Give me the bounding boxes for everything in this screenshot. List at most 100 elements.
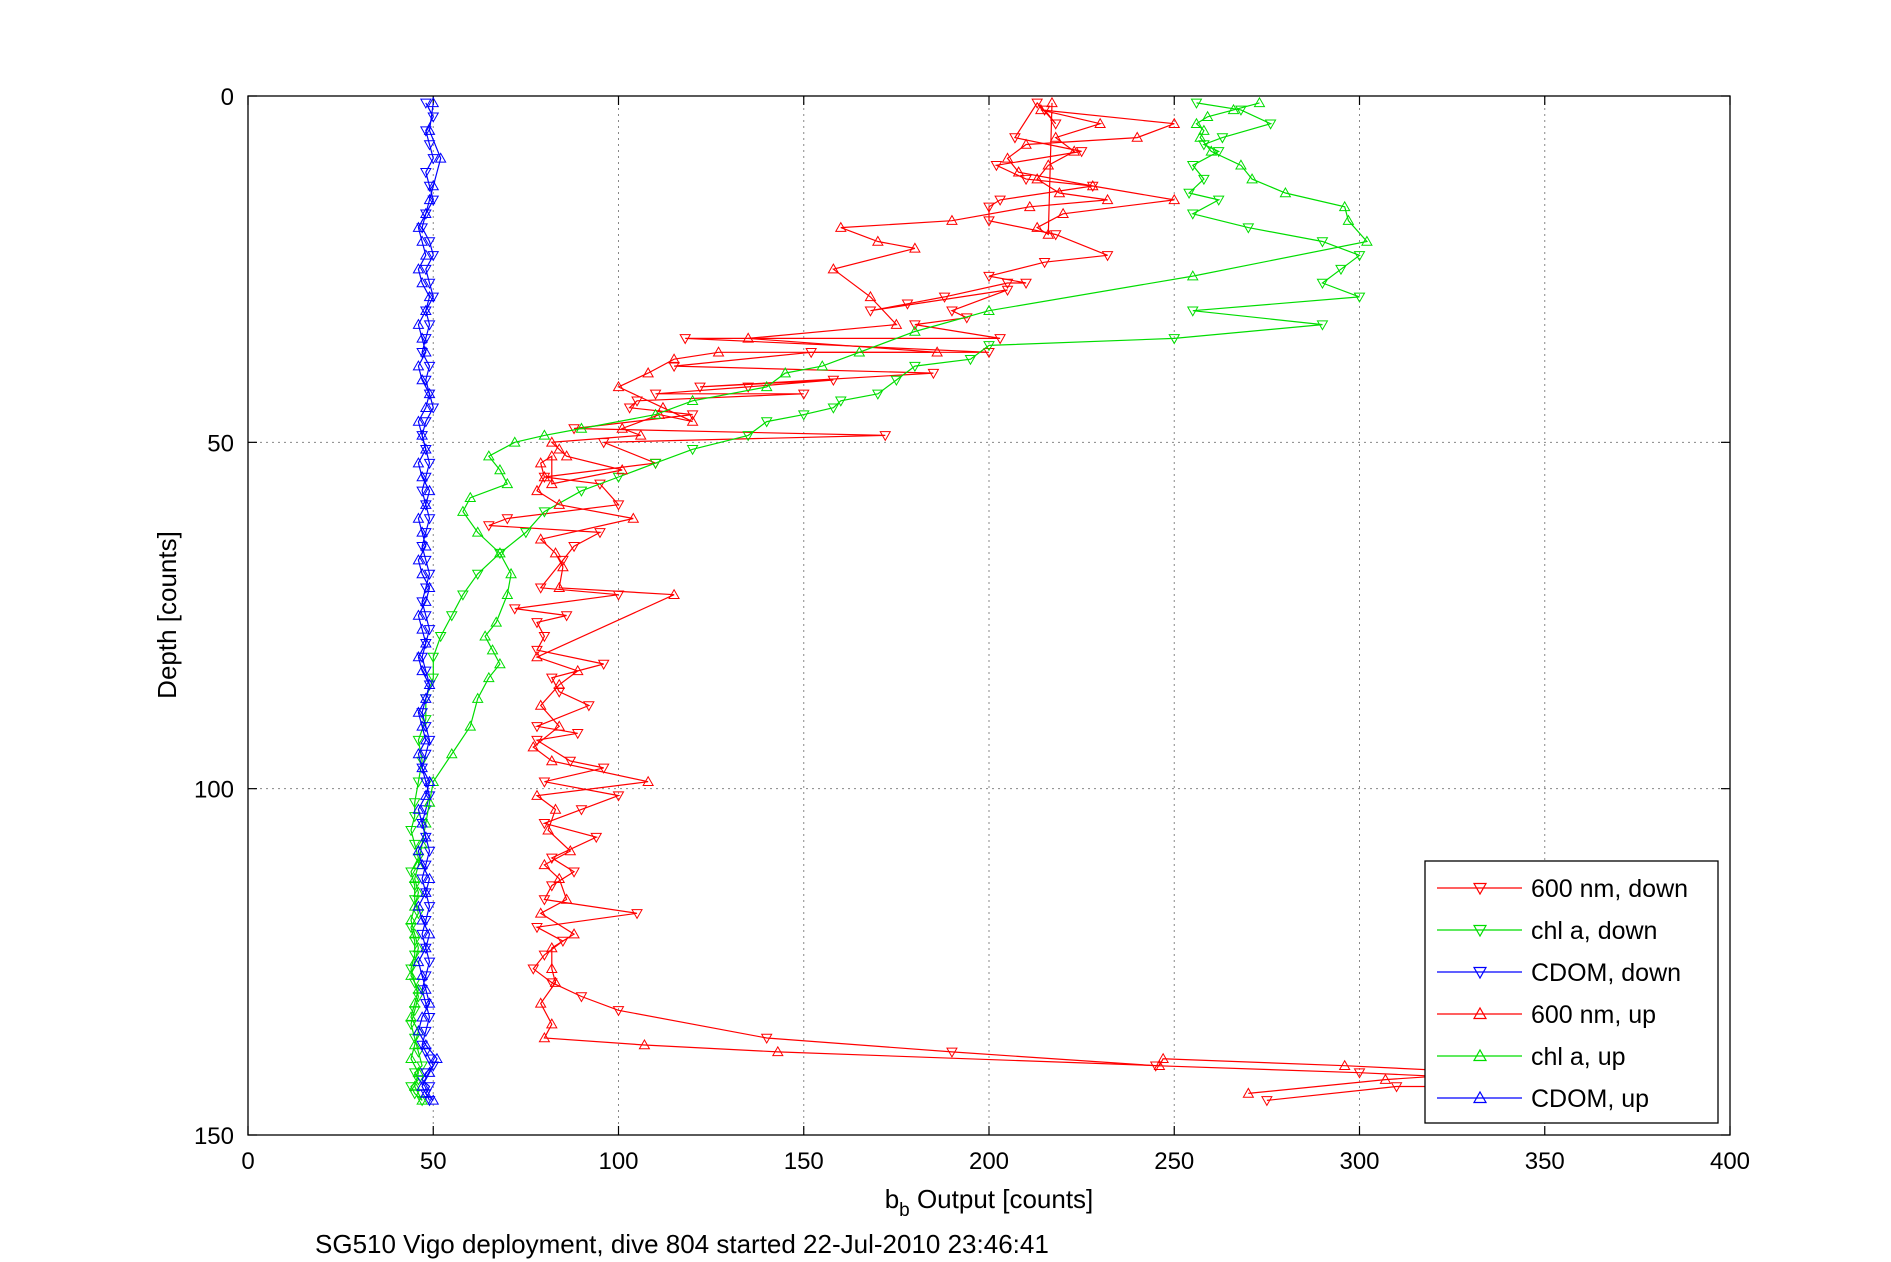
data-point — [457, 505, 469, 516]
data-point — [423, 581, 436, 593]
data-point — [668, 353, 680, 364]
data-point — [612, 1006, 625, 1017]
data-point — [568, 541, 580, 553]
data-point — [879, 431, 892, 442]
data-point — [419, 886, 432, 897]
data-point — [1049, 230, 1062, 241]
data-point — [1031, 173, 1044, 184]
data-point — [890, 375, 903, 387]
legend-entry: 600 nm, up — [1437, 1001, 1656, 1029]
data-point — [408, 872, 421, 883]
data-point — [412, 844, 425, 856]
legend-entry: CDOM, up — [1437, 1085, 1649, 1113]
data-point — [1279, 186, 1292, 198]
legend-box — [1424, 860, 1719, 1124]
legend-label: chl a, up — [1531, 1043, 1626, 1071]
y-tick-label: 150 — [194, 1123, 234, 1150]
data-point — [827, 263, 840, 274]
data-point — [419, 916, 432, 927]
data-point — [590, 832, 603, 844]
data-point — [427, 1094, 440, 1105]
data-point — [1253, 96, 1266, 108]
data-point — [1246, 173, 1258, 184]
legend-entry: 600 nm, down — [1437, 875, 1688, 903]
x-tick-label: 300 — [1339, 1148, 1379, 1175]
data-point — [427, 96, 440, 108]
data-point — [419, 304, 432, 315]
data-point — [419, 860, 432, 871]
data-point — [597, 763, 610, 774]
data-point — [627, 512, 640, 523]
data-point — [557, 936, 569, 948]
chart-caption: SG510 Vigo deployment, dive 804 started … — [315, 1229, 1049, 1259]
data-point — [1049, 119, 1062, 130]
data-point — [416, 235, 428, 246]
data-point — [575, 805, 588, 816]
data-point — [445, 748, 458, 759]
data-point — [1046, 96, 1058, 108]
data-point — [634, 429, 647, 440]
data-point — [649, 458, 662, 470]
data-point — [1190, 117, 1203, 128]
data-point — [416, 761, 428, 773]
data-point — [423, 957, 436, 968]
data-point — [531, 645, 543, 657]
data-point — [423, 775, 436, 786]
data-point — [416, 756, 428, 767]
data-point — [890, 318, 903, 329]
data-point — [612, 472, 625, 483]
data-point — [416, 664, 428, 676]
data-point — [545, 962, 558, 974]
data-point — [545, 1018, 558, 1029]
data-point — [990, 161, 1003, 172]
data-point — [416, 567, 428, 579]
data-point — [538, 632, 551, 643]
data-point — [1235, 105, 1247, 116]
data-point — [508, 604, 521, 615]
data-point — [1242, 223, 1255, 234]
data-point — [423, 387, 436, 399]
data-point — [834, 396, 847, 407]
data-point — [1353, 251, 1366, 262]
data-point — [901, 299, 914, 310]
data-point — [501, 477, 514, 489]
data-point — [545, 754, 558, 766]
data-point — [464, 720, 477, 731]
data-point — [1168, 334, 1181, 345]
data-point — [1101, 193, 1114, 205]
data-point — [419, 167, 432, 179]
data-point — [412, 457, 425, 468]
data-point — [638, 1038, 651, 1050]
data-point — [571, 664, 584, 676]
data-point — [538, 777, 551, 788]
data-point — [419, 943, 432, 954]
data-point — [419, 443, 432, 454]
data-point — [408, 1089, 421, 1100]
data-point — [1101, 251, 1114, 262]
data-point — [760, 417, 773, 428]
data-point — [1186, 306, 1199, 317]
data-point — [1242, 1087, 1255, 1098]
data-point — [983, 271, 995, 283]
data-point — [834, 221, 847, 232]
data-point — [419, 401, 432, 412]
data-point — [412, 803, 425, 814]
data-point — [1049, 131, 1062, 142]
data-point — [423, 928, 436, 939]
data-point — [1227, 103, 1240, 115]
data-point — [419, 306, 432, 317]
data-point — [545, 941, 558, 953]
x-tick-label: 0 — [241, 1148, 254, 1175]
data-point — [557, 555, 569, 567]
data-point — [412, 900, 425, 911]
data-point — [616, 464, 629, 475]
y-tick-label: 100 — [194, 777, 234, 804]
data-point — [994, 195, 1006, 206]
data-point — [408, 928, 421, 939]
data-point — [534, 699, 547, 710]
data-point — [575, 486, 588, 497]
data-point — [534, 583, 547, 594]
data-point — [931, 346, 943, 357]
data-point — [412, 609, 425, 620]
data-point — [419, 555, 432, 567]
